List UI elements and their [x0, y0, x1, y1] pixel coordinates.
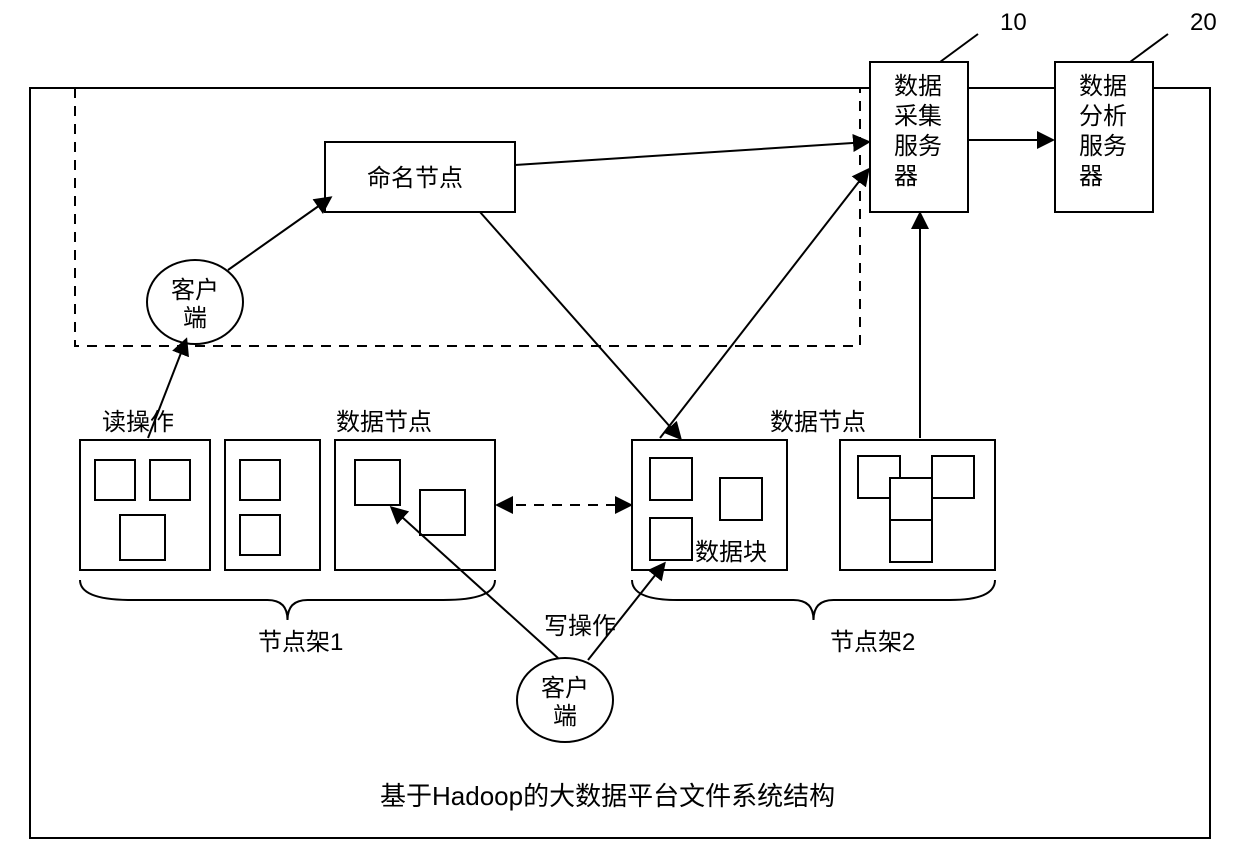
client-top-label: 端 — [183, 305, 207, 332]
name-node-label: 命名节点 — [367, 165, 463, 192]
data-block — [650, 458, 692, 500]
read_op-label: 读操作 — [102, 409, 174, 436]
arrow — [660, 170, 868, 438]
data-block — [420, 490, 465, 535]
data-block — [240, 460, 280, 500]
client-top-label: 客户 — [171, 277, 219, 304]
analyze-server-label: 数据 — [1079, 73, 1127, 100]
collect-server-label: 采集 — [894, 103, 942, 130]
brace — [80, 580, 495, 620]
data_node_l-label: 数据节点 — [336, 409, 432, 436]
callout-leader — [940, 34, 978, 62]
data-block — [890, 478, 932, 520]
data-block — [890, 520, 932, 562]
arrow — [480, 212, 680, 438]
collect-server-label: 器 — [894, 163, 918, 190]
data_node_r-label: 数据节点 — [770, 409, 866, 436]
client-bottom-label: 客户 — [541, 675, 589, 702]
data-block — [95, 460, 135, 500]
brace — [632, 580, 995, 620]
arrow — [228, 198, 330, 270]
analyze-server-label: 分析 — [1079, 103, 1127, 130]
callout-label: 20 — [1190, 9, 1217, 36]
caption-label: 基于Hadoop的大数据平台文件系统结构 — [380, 781, 835, 811]
data-block — [720, 478, 762, 520]
data-block — [932, 456, 974, 498]
collect-server-label: 数据 — [894, 73, 942, 100]
analyze-server-label: 服务 — [1079, 133, 1127, 160]
data-block — [120, 515, 165, 560]
data-block — [355, 460, 400, 505]
data-block — [650, 518, 692, 560]
data-block — [150, 460, 190, 500]
write_op-label: 写操作 — [544, 613, 616, 640]
arrow — [588, 564, 664, 660]
client-bottom-label: 端 — [553, 703, 577, 730]
rack2-label: 节点架2 — [830, 629, 915, 656]
rack1-label: 节点架1 — [258, 629, 343, 656]
data_block-label: 数据块 — [695, 539, 767, 566]
analyze-server-label: 器 — [1079, 163, 1103, 190]
callout-label: 10 — [1000, 9, 1027, 36]
arrow — [515, 142, 868, 165]
collect-server-label: 服务 — [894, 133, 942, 160]
data-block — [240, 515, 280, 555]
callout-leader — [1130, 34, 1168, 62]
